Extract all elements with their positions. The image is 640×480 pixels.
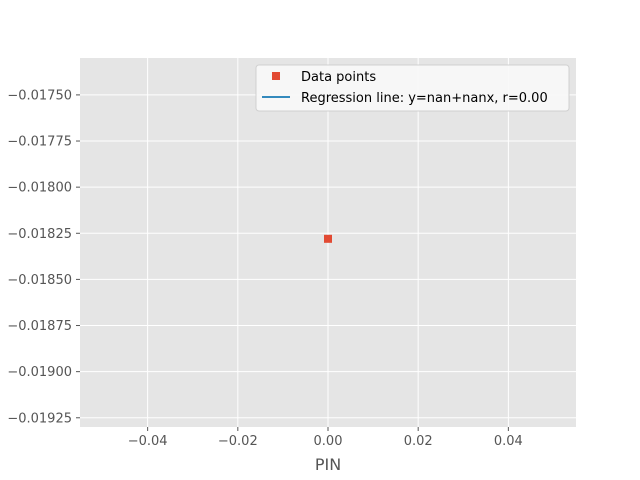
legend-square-marker [272,72,280,80]
x-tick-labels: −0.04 −0.02 0.00 0.02 0.04 [128,427,523,449]
y-tick-label: −0.01825 [7,227,72,242]
y-tick-label: −0.01750 [7,88,72,103]
x-axis-title: PIN [315,455,341,474]
y-tick-label: −0.01900 [7,365,72,380]
x-tick-label: −0.04 [128,434,168,449]
y-tick-labels: −0.01750 −0.01775 −0.01800 −0.01825 −0.01850… [7,88,80,426]
x-tick-label: 0.00 [314,434,343,449]
data-point [324,234,332,243]
y-tick-label: −0.01800 [7,181,72,196]
y-tick-label: −0.01925 [7,411,72,426]
y-tick-label: −0.01775 [7,135,72,150]
x-tick-label: 0.04 [494,434,523,449]
x-tick-label: −0.02 [218,434,258,449]
legend-box [255,64,570,112]
y-tick-label: −0.01875 [7,319,72,334]
y-tick-label: −0.01850 [7,273,72,288]
legend-label-regression-line: Regression line: y=nan+nanx, r=0.00 [301,91,548,106]
legend: Data points Regression line: y=nan+nanx,… [255,64,570,112]
legend-label-data-points: Data points [301,70,376,85]
x-tick-label: 0.02 [404,434,433,449]
series-layer [324,234,332,243]
